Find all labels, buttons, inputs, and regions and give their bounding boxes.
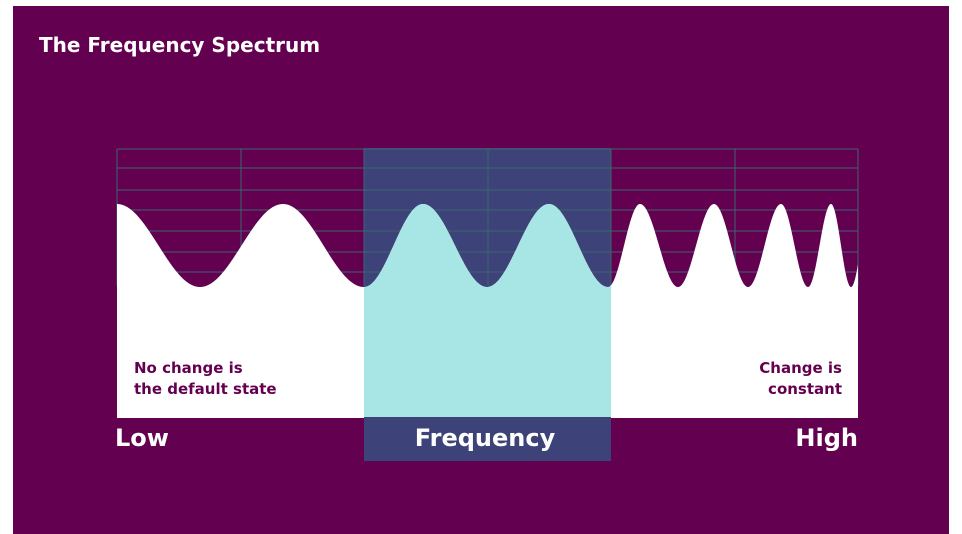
frequency-spectrum-diagram: No change is the default state Change is…	[13, 6, 949, 534]
left-note-line1: No change is	[134, 359, 243, 377]
axis-label-high: High	[795, 424, 858, 452]
axis-label-center: Frequency	[415, 424, 556, 452]
grid-lines	[117, 149, 858, 286]
right-note-line2: constant	[768, 380, 842, 398]
left-note-line2: the default state	[134, 380, 277, 398]
right-note-line1: Change is	[759, 359, 842, 377]
slide-background: The Frequency Spectrum No change is the …	[13, 6, 949, 534]
axis-label-low: Low	[115, 424, 169, 452]
